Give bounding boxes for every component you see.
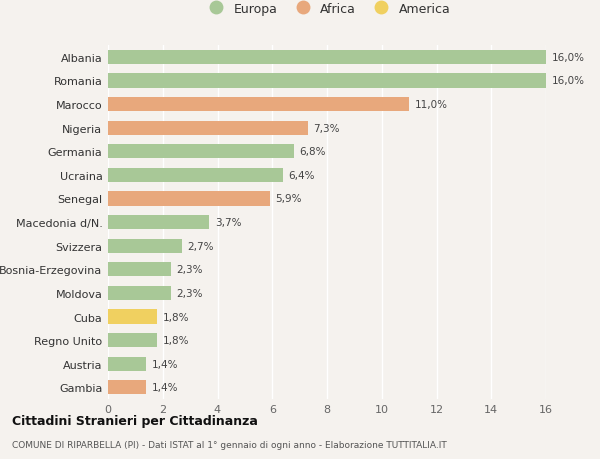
Text: 3,7%: 3,7% bbox=[215, 218, 241, 228]
Bar bbox=[108, 74, 546, 88]
Text: 5,9%: 5,9% bbox=[275, 194, 301, 204]
Text: 16,0%: 16,0% bbox=[551, 53, 584, 63]
Bar bbox=[108, 357, 146, 371]
Text: 2,3%: 2,3% bbox=[176, 265, 203, 275]
Bar bbox=[108, 216, 209, 230]
Bar bbox=[108, 121, 308, 135]
Text: Cittadini Stranieri per Cittadinanza: Cittadini Stranieri per Cittadinanza bbox=[12, 414, 258, 428]
Text: 1,4%: 1,4% bbox=[152, 382, 178, 392]
Bar bbox=[108, 145, 294, 159]
Bar bbox=[108, 168, 283, 183]
Text: 1,8%: 1,8% bbox=[163, 336, 189, 346]
Text: 11,0%: 11,0% bbox=[415, 100, 448, 110]
Legend: Europa, Africa, America: Europa, Africa, America bbox=[204, 3, 450, 16]
Text: 16,0%: 16,0% bbox=[551, 76, 584, 86]
Bar bbox=[108, 50, 546, 65]
Text: 7,3%: 7,3% bbox=[313, 123, 340, 134]
Bar bbox=[108, 333, 157, 347]
Text: 6,8%: 6,8% bbox=[299, 147, 326, 157]
Bar bbox=[108, 381, 146, 395]
Bar bbox=[108, 263, 171, 277]
Bar bbox=[108, 98, 409, 112]
Bar bbox=[108, 310, 157, 324]
Text: 1,4%: 1,4% bbox=[152, 359, 178, 369]
Bar bbox=[108, 192, 269, 206]
Text: 2,7%: 2,7% bbox=[187, 241, 214, 251]
Text: 2,3%: 2,3% bbox=[176, 288, 203, 298]
Bar bbox=[108, 286, 171, 300]
Text: COMUNE DI RIPARBELLA (PI) - Dati ISTAT al 1° gennaio di ogni anno - Elaborazione: COMUNE DI RIPARBELLA (PI) - Dati ISTAT a… bbox=[12, 441, 447, 449]
Text: 1,8%: 1,8% bbox=[163, 312, 189, 322]
Bar bbox=[108, 239, 182, 253]
Text: 6,4%: 6,4% bbox=[289, 170, 315, 180]
